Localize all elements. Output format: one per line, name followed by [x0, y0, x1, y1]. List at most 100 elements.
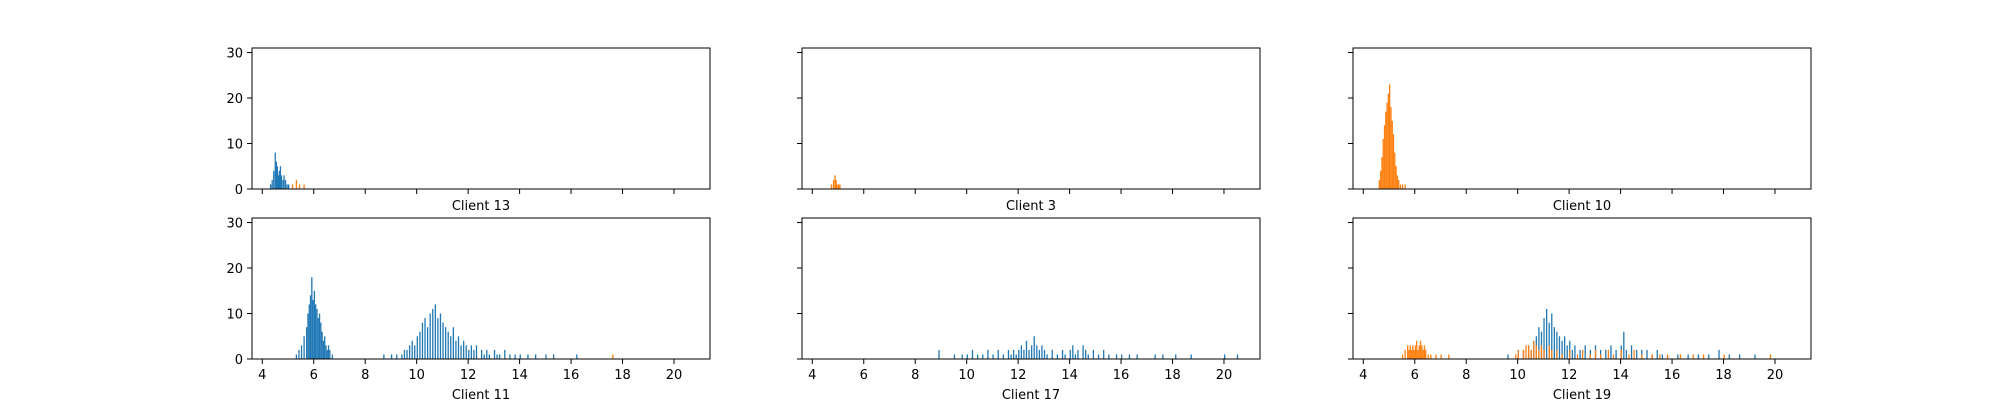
histogram-bar [383, 354, 385, 359]
histogram-bar [1380, 170, 1382, 189]
histogram-bar [408, 345, 411, 359]
histogram-bar [1416, 340, 1418, 359]
histogram-bar [1656, 349, 1658, 359]
histogram-bar [838, 184, 840, 189]
histogram-bar [1551, 349, 1553, 359]
histogram-bar [509, 354, 511, 359]
histogram-bar [1677, 354, 1679, 359]
histogram-bar [274, 152, 276, 189]
histogram-bar [444, 327, 447, 359]
histogram-bar [1036, 345, 1038, 359]
histogram-bar [1633, 349, 1635, 359]
histogram-bar [1563, 336, 1566, 359]
histogram-bar [612, 354, 614, 359]
histogram-bar [1394, 152, 1396, 189]
histogram-bar [452, 327, 454, 359]
histogram-bar [1659, 354, 1661, 359]
histogram-bar [401, 354, 403, 359]
histogram-bar [295, 354, 298, 359]
histogram-bar [496, 354, 498, 359]
histogram-bar [836, 184, 838, 189]
histogram-bar [1413, 349, 1415, 359]
histogram-bar [320, 322, 322, 359]
x-tick-label: 6 [860, 368, 868, 383]
x-tick-label: 16 [1113, 368, 1130, 383]
histogram-bar [1422, 349, 1424, 359]
histogram-bar [1041, 345, 1043, 359]
y-tick-label: 10 [226, 308, 243, 323]
histogram-bar [1641, 354, 1643, 359]
histogram-bar [519, 354, 521, 359]
histogram-bar [282, 179, 284, 189]
histogram-bar [1600, 354, 1602, 359]
histogram-bar [1412, 345, 1414, 359]
panel-5: 4 6 8 10 12 14 16 18 20 Client 17 [797, 217, 1261, 400]
histogram-bar [1418, 345, 1420, 359]
histogram-bar [966, 354, 968, 359]
y-tick-label: 10 [226, 138, 243, 153]
histogram-bar [315, 304, 317, 359]
histogram-bar [414, 345, 416, 359]
histogram-bar [1553, 327, 1555, 359]
histogram-bar [429, 313, 431, 359]
panel-2: Client 3 [797, 47, 1261, 214]
histogram-bar [1615, 349, 1617, 359]
panel-label: Client 10 [1553, 199, 1611, 214]
histogram-bar [1702, 354, 1705, 359]
histogram-bar [313, 290, 316, 359]
histogram-bar [1046, 354, 1048, 359]
histogram-bar [1387, 93, 1390, 189]
histogram-bar [1396, 175, 1399, 189]
histogram-bar [280, 175, 283, 189]
histogram-bar [421, 322, 424, 359]
histogram-bar [279, 166, 282, 189]
histogram-bar [309, 295, 312, 359]
axes-frame [1352, 217, 1812, 360]
histogram-bar [326, 349, 328, 359]
histogram-bar [424, 318, 426, 359]
histogram-bar [1407, 345, 1409, 359]
histogram-bar [1390, 107, 1392, 189]
histogram-bar [1408, 349, 1410, 359]
histogram-bar [1589, 354, 1592, 359]
histogram-bar [411, 340, 413, 359]
histogram-bar [1038, 349, 1041, 359]
histogram-bar [1628, 354, 1630, 359]
histogram-bar [271, 179, 273, 189]
histogram-bar [553, 354, 555, 359]
histogram-bar [1401, 354, 1404, 359]
histogram-bar [1538, 327, 1540, 359]
histogram-bar [1697, 354, 1700, 359]
histogram-bar [1414, 345, 1417, 359]
histogram-bar [1051, 349, 1053, 359]
x-tick-label: 12 [1561, 368, 1578, 383]
x-tick-label: 4 [258, 368, 266, 383]
x-tick-label: 12 [460, 368, 477, 383]
histogram-bar [298, 184, 301, 189]
histogram-bar [1175, 354, 1177, 359]
histogram-bar [286, 184, 288, 189]
histogram-bar [1440, 354, 1442, 359]
histogram-bar [1399, 184, 1402, 189]
histogram-bar [1386, 102, 1388, 189]
histogram-bar [1010, 354, 1012, 359]
y-tick-label: 0 [235, 353, 243, 368]
histogram-bar [1646, 349, 1648, 359]
panel-4: 4 6 8 10 12 14 16 18 20 0 10 20 30 Client 11 [226, 217, 711, 400]
histogram-bar [442, 322, 444, 359]
histogram-bar [1020, 345, 1022, 359]
histogram-bar [1543, 349, 1545, 359]
series-orange [1401, 340, 1772, 359]
histogram-bar [455, 340, 457, 359]
histogram-bar [1687, 354, 1689, 359]
x-tick-label: 14 [1061, 368, 1078, 383]
x-tick-label: 20 [1767, 368, 1784, 383]
y-tick-label: 20 [226, 92, 243, 107]
x-tick-label: 4 [808, 368, 816, 383]
histogram-bar [1190, 354, 1192, 359]
histogram-bar [390, 354, 393, 359]
panel-label: Client 11 [452, 388, 510, 400]
histogram-bar [488, 354, 491, 359]
histogram-bar [308, 304, 310, 359]
histogram-bar [1548, 345, 1550, 359]
